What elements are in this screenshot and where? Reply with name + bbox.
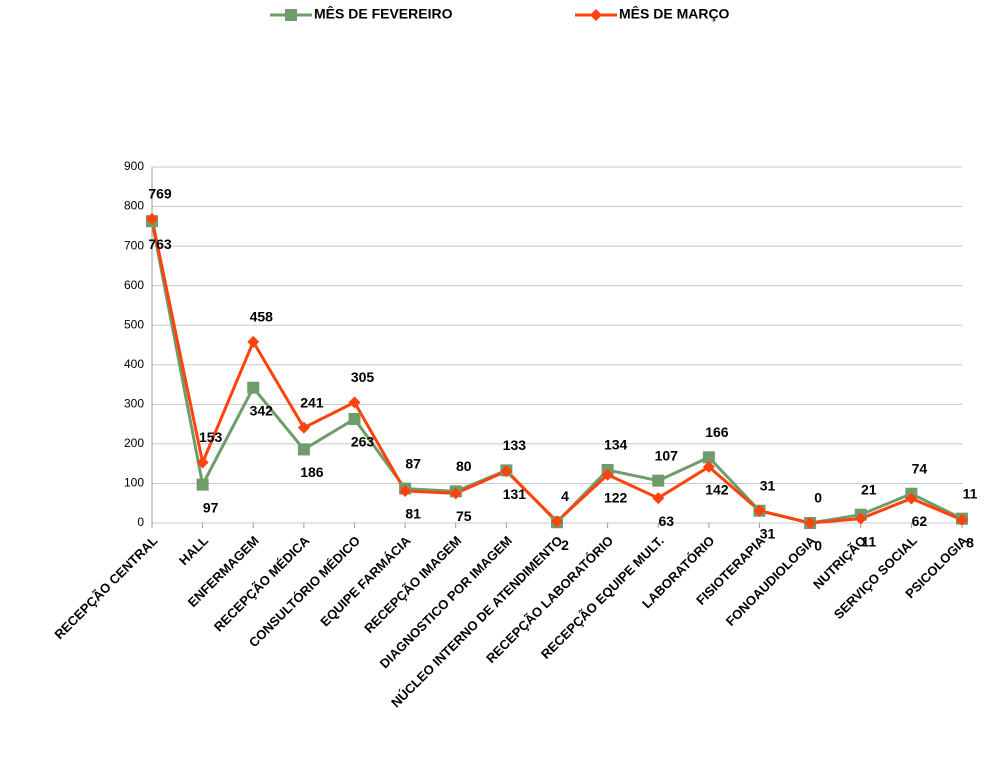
data-label: 11: [963, 485, 978, 501]
x-tick-label: EQUIPE FARMÁCIA: [317, 533, 414, 630]
data-label: 342: [250, 402, 274, 418]
y-tick-label: 300: [124, 397, 144, 411]
marker: [590, 9, 602, 21]
x-tick-label: FONOAUDIOLOGIA: [723, 533, 819, 629]
data-label: 0: [814, 490, 822, 506]
marker: [247, 335, 260, 348]
legend-label: MÊS DE FEVEREIRO: [314, 5, 453, 22]
marker: [285, 9, 297, 21]
marker: [449, 487, 462, 500]
marker: [753, 504, 766, 517]
marker: [601, 468, 614, 481]
data-label: 263: [351, 434, 375, 450]
data-label: 122: [604, 489, 628, 505]
x-tick-label: HALL: [176, 533, 211, 568]
y-tick-label: 200: [124, 436, 144, 450]
marker: [247, 381, 260, 394]
data-label: 153: [199, 429, 223, 445]
y-tick-label: 100: [124, 476, 144, 490]
data-label: 81: [405, 506, 421, 522]
y-tick-label: 500: [124, 317, 144, 331]
marker: [196, 478, 209, 491]
y-tick-label: 700: [124, 238, 144, 252]
data-label: 97: [203, 499, 219, 515]
data-label: 305: [351, 369, 375, 385]
marker: [652, 474, 665, 487]
data-label: 134: [604, 437, 628, 453]
data-label: 166: [705, 424, 729, 440]
data-label: 458: [250, 309, 274, 325]
marker: [702, 451, 715, 464]
marker: [956, 513, 968, 526]
marker: [905, 492, 918, 505]
data-label: 133: [503, 437, 527, 453]
data-label: 131: [503, 486, 527, 502]
data-label: 80: [456, 458, 472, 474]
data-label: 4: [561, 488, 569, 504]
marker: [500, 465, 513, 478]
series-line: [150, 218, 963, 525]
data-label: 75: [456, 508, 472, 524]
marker: [348, 396, 361, 409]
data-label: 11: [861, 533, 876, 549]
data-label: 63: [658, 513, 674, 529]
marker: [399, 484, 412, 497]
marker: [146, 212, 158, 225]
y-tick-label: 0: [137, 515, 144, 529]
data-label: 74: [912, 460, 928, 476]
series-line: [150, 220, 963, 525]
data-label: 142: [705, 482, 729, 498]
data-label: 21: [861, 481, 877, 497]
y-tick-label: 400: [124, 357, 144, 371]
data-label: 31: [760, 477, 776, 493]
y-tick-label: 900: [124, 159, 144, 173]
marker: [297, 421, 310, 434]
legend-label: MÊS DE MARÇO: [619, 5, 730, 22]
data-label: 107: [655, 447, 679, 463]
data-label: 769: [148, 186, 172, 202]
x-tick-label: RECEPÇÃO MÉDICA: [211, 533, 313, 635]
marker: [348, 412, 361, 425]
data-label: 31: [760, 525, 776, 541]
x-tick-label: RECEPÇÃO IMAGEM: [361, 533, 464, 636]
y-tick-label: 600: [124, 278, 144, 292]
data-label: 763: [148, 236, 172, 252]
data-label: 2: [561, 537, 569, 553]
data-label: 8: [966, 535, 974, 551]
data-label: 241: [300, 394, 324, 410]
data-label: 87: [405, 455, 421, 471]
marker: [804, 517, 817, 529]
marker: [297, 443, 310, 456]
marker: [652, 492, 665, 505]
marker: [196, 456, 209, 469]
data-label: 62: [912, 513, 928, 529]
data-label: 186: [300, 464, 324, 480]
marker: [854, 512, 867, 525]
data-label: 0: [814, 538, 822, 554]
marker: [551, 515, 563, 528]
marker: [702, 460, 715, 473]
y-tick-label: 800: [124, 199, 144, 213]
x-tick-label: RECEPÇÃO CENTRAL: [51, 533, 160, 642]
